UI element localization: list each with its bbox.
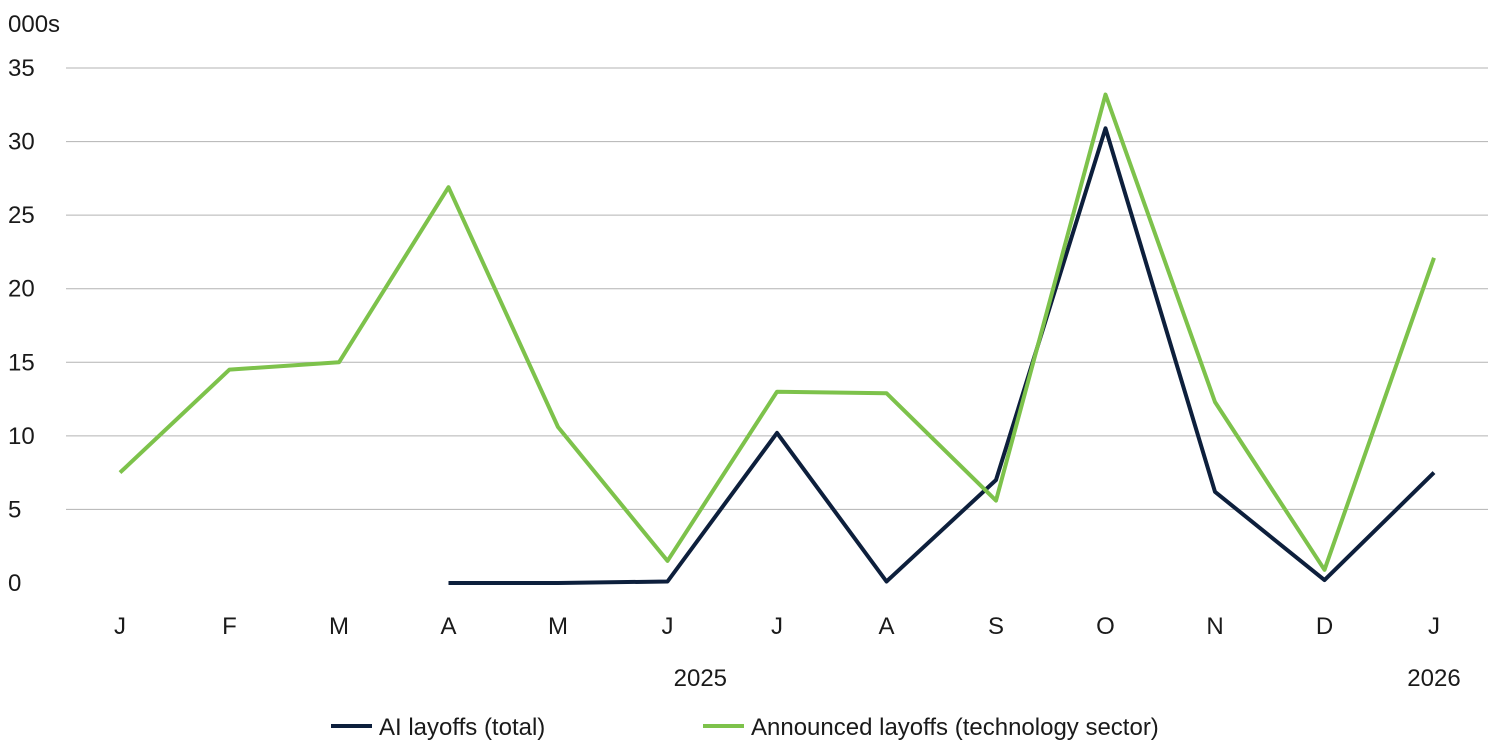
x-tick-label: M [548, 613, 568, 640]
series-line-0 [448, 126, 1436, 585]
y-tick-label: 35 [8, 55, 35, 82]
legend: AI layoffs (total) Announced layoffs (te… [331, 714, 1159, 741]
x-tick-label: M [329, 613, 349, 640]
series-line-1 [118, 92, 1436, 572]
x-tick-label: D [1316, 613, 1333, 640]
x-tick-label: S [988, 613, 1004, 640]
x-tick-label: F [222, 613, 237, 640]
x-tick-label: J [114, 613, 126, 640]
x-tick-label: O [1096, 613, 1115, 640]
year-labels: 2025 2026 [674, 665, 1461, 692]
y-tick-label: 20 [8, 276, 35, 303]
legend-item-announced-layoffs: Announced layoffs (technology sector) [703, 714, 1159, 741]
legend-label-ai-layoffs: AI layoffs (total) [379, 714, 545, 741]
x-tick-label: A [440, 613, 456, 640]
y-tick-label: 10 [8, 423, 35, 450]
legend-item-ai-layoffs: AI layoffs (total) [331, 714, 545, 741]
year-label: 2026 [1407, 665, 1460, 692]
y-axis-ticks: 0 5 10 15 20 25 30 35 [8, 55, 35, 597]
x-tick-label: N [1206, 613, 1223, 640]
gridlines [66, 67, 1488, 510]
series-lines [118, 92, 1436, 585]
y-tick-label: 0 [8, 570, 21, 597]
x-tick-label: J [1428, 613, 1440, 640]
legend-label-announced-layoffs: Announced layoffs (technology sector) [751, 714, 1159, 741]
y-tick-label: 25 [8, 202, 35, 229]
year-label: 2025 [674, 665, 727, 692]
y-tick-label: 5 [8, 496, 21, 523]
x-tick-label: A [878, 613, 894, 640]
y-tick-label: 30 [8, 129, 35, 156]
y-axis-unit-label: 000s [8, 11, 60, 38]
x-tick-label: J [662, 613, 674, 640]
x-tick-label: J [771, 613, 783, 640]
y-tick-label: 15 [8, 349, 35, 376]
